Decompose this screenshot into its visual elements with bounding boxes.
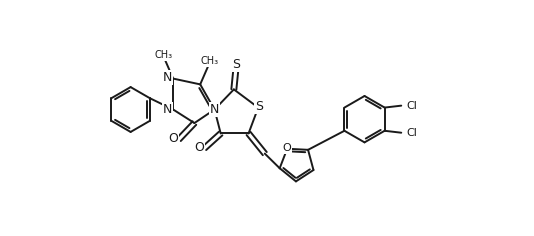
Text: CH₃: CH₃	[154, 50, 172, 60]
Text: N: N	[163, 71, 172, 84]
Text: S: S	[255, 100, 263, 113]
Text: N: N	[210, 103, 219, 116]
Text: O: O	[169, 132, 178, 145]
Text: O: O	[194, 141, 204, 154]
Text: S: S	[232, 58, 240, 71]
Text: N: N	[163, 103, 172, 116]
Text: Cl: Cl	[406, 128, 417, 138]
Text: Cl: Cl	[406, 101, 417, 111]
Text: CH₃: CH₃	[201, 56, 219, 66]
Text: O: O	[283, 143, 292, 153]
